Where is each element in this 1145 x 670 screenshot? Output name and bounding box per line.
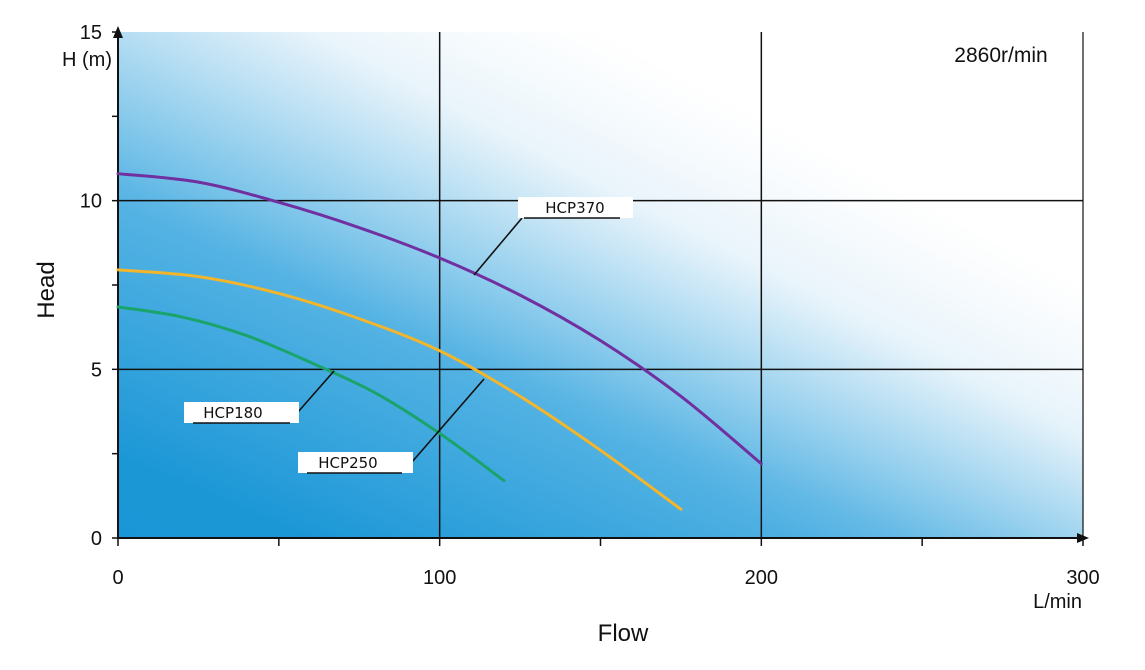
plot-background-overlay xyxy=(118,32,1083,538)
x-axis-title: Flow xyxy=(598,620,649,647)
x-unit-label: L/min xyxy=(1033,591,1082,613)
x-tick-label: 200 xyxy=(745,567,778,589)
y-tick-label: 15 xyxy=(80,22,102,44)
leader-line-hcp180 xyxy=(297,370,335,413)
y-tick-label: 5 xyxy=(91,359,102,381)
curve-labels: HCP370 HCP250 HCP180 xyxy=(184,197,633,474)
leader-line-hcp250 xyxy=(411,378,485,463)
y-tick-label: 0 xyxy=(91,528,102,550)
x-tick-label: 100 xyxy=(423,567,456,589)
leader-line-hcp370 xyxy=(473,217,523,276)
label-hcp250: HCP250 xyxy=(318,454,377,472)
label-hcp370: HCP370 xyxy=(545,199,604,217)
x-tick-label: 0 xyxy=(112,567,123,589)
label-box-hcp370 xyxy=(518,197,633,218)
label-hcp180: HCP180 xyxy=(203,404,262,422)
curves xyxy=(116,172,763,511)
speed-label-box xyxy=(925,38,1077,72)
curve-hcp250 xyxy=(116,268,683,511)
curve-hcp370 xyxy=(116,172,763,466)
y-unit-label: H (m) xyxy=(62,49,112,71)
tick-labels: 0 100 200 300 0 5 10 15 xyxy=(80,22,1100,589)
y-axis-title: Head xyxy=(33,261,60,318)
label-box-hcp250 xyxy=(298,452,413,473)
curve-hcp180 xyxy=(116,305,506,483)
label-box-hcp180 xyxy=(184,402,299,423)
axes xyxy=(112,26,1089,546)
x-tick-label: 300 xyxy=(1066,567,1099,589)
y-tick-label: 10 xyxy=(80,191,102,213)
speed-label: 2860r/min xyxy=(954,44,1047,67)
